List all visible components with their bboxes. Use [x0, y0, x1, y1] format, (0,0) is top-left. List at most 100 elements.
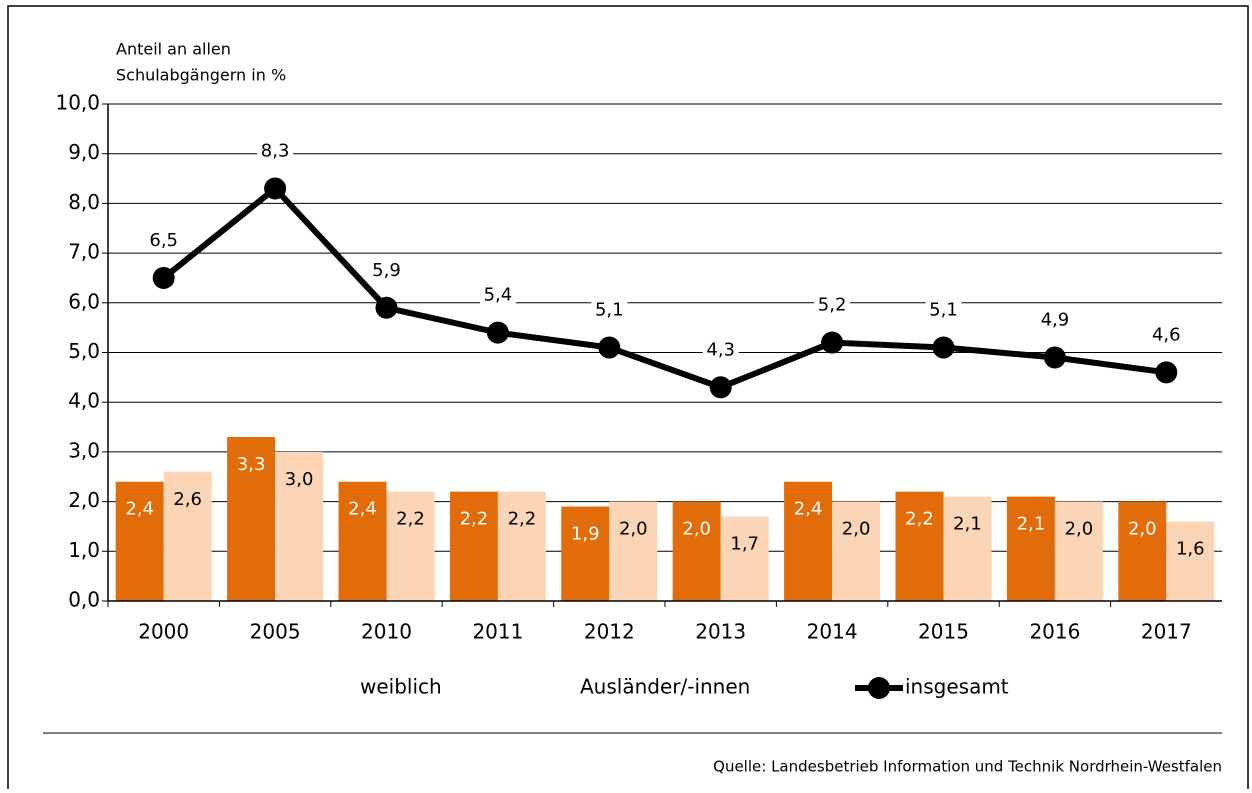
data-label: 2,0 — [1065, 519, 1094, 540]
label-bg — [925, 299, 962, 322]
data-label: 5,2 — [818, 295, 847, 316]
y-axis-label: Anteil an allen — [116, 40, 231, 59]
legend-marker — [868, 677, 890, 699]
data-label: 2,0 — [1128, 519, 1157, 540]
bar — [338, 481, 387, 601]
label-bg — [591, 299, 628, 322]
bar — [386, 491, 435, 601]
data-label: 2,4 — [125, 499, 154, 520]
y-tick-label: 4,0 — [68, 389, 100, 413]
data-label: 2,0 — [682, 519, 711, 540]
bar — [609, 501, 658, 601]
data-label: 2,1 — [953, 514, 982, 535]
data-label: 2,2 — [396, 509, 425, 530]
data-label: 5,9 — [372, 260, 401, 281]
line — [161, 185, 1167, 391]
marker — [598, 336, 621, 359]
data-label: 4,9 — [1041, 309, 1070, 330]
data-label: 2,0 — [619, 519, 648, 540]
y-tick-label: 6,0 — [68, 289, 100, 313]
marker — [264, 177, 287, 200]
y-tick-label: 0,0 — [68, 588, 100, 612]
data-label: 4,3 — [706, 339, 735, 360]
bar — [720, 516, 769, 601]
x-tick-label: 2013 — [695, 620, 746, 644]
label-bg — [814, 294, 851, 317]
data-label: 2,4 — [348, 499, 377, 520]
bar — [1118, 501, 1167, 601]
marker — [1043, 346, 1066, 369]
y-axis-label: Schulabgängern in % — [116, 66, 286, 85]
y-tick-label: 2,0 — [68, 488, 100, 512]
x-tick-label: 2000 — [138, 620, 189, 644]
legend-label: Ausländer/-innen — [580, 675, 750, 699]
y-tick-label: 7,0 — [68, 240, 100, 264]
data-label: 5,4 — [484, 285, 513, 306]
y-tick-label: 8,0 — [68, 190, 100, 214]
x-tick-label: 2012 — [584, 620, 635, 644]
y-tick-label: 5,0 — [68, 339, 100, 363]
label-bg — [257, 140, 294, 163]
label-bg — [1036, 309, 1073, 332]
data-label: 2,6 — [173, 489, 202, 510]
x-tick-label: 2016 — [1029, 620, 1080, 644]
x-tick-label: 2017 — [1141, 620, 1192, 644]
marker — [375, 296, 398, 319]
data-label: 2,2 — [905, 509, 934, 530]
x-tick-label: 2011 — [472, 620, 523, 644]
data-label: 2,1 — [1017, 514, 1046, 535]
bar — [115, 481, 164, 601]
label-bg — [368, 259, 405, 282]
bar — [1054, 501, 1103, 601]
data-label: 2,4 — [794, 499, 823, 520]
bar — [672, 501, 721, 601]
bar — [449, 491, 498, 601]
bar — [1166, 521, 1215, 601]
bar — [784, 481, 833, 601]
marker — [1155, 361, 1178, 384]
data-label: 5,1 — [595, 300, 624, 321]
data-label: 3,3 — [237, 454, 266, 475]
bar — [943, 496, 992, 601]
x-tick-label: 2010 — [361, 620, 412, 644]
marker — [486, 321, 509, 344]
bar — [561, 506, 610, 601]
marker — [932, 336, 955, 359]
label-bg — [145, 229, 182, 252]
bar — [832, 501, 881, 601]
y-tick-label: 1,0 — [68, 538, 100, 562]
data-label: 6,5 — [149, 230, 178, 251]
x-tick-label: 2005 — [250, 620, 301, 644]
marker — [709, 376, 732, 399]
legend-label: insgesamt — [905, 675, 1009, 699]
label-bg — [1148, 324, 1185, 347]
x-tick-label: 2015 — [918, 620, 969, 644]
frame — [7, 5, 1249, 789]
bar — [895, 491, 944, 601]
y-tick-label: 9,0 — [68, 140, 100, 164]
marker — [821, 331, 844, 354]
data-label: 2,0 — [842, 519, 871, 540]
legend-label: weiblich — [360, 675, 442, 699]
source: Quelle: Landesbetrieb Information und Te… — [713, 758, 1222, 776]
bar — [1006, 496, 1055, 601]
data-label: 4,6 — [1152, 324, 1181, 345]
bar — [227, 436, 276, 601]
label-bg — [702, 339, 739, 362]
data-label: 5,1 — [929, 300, 958, 321]
data-label: 3,0 — [285, 469, 314, 490]
data-label: 1,6 — [1176, 538, 1205, 559]
y-tick-label: 10,0 — [55, 91, 100, 115]
data-label: 2,2 — [508, 509, 537, 530]
data-label: 8,3 — [261, 140, 290, 161]
y-tick-label: 3,0 — [68, 438, 100, 462]
data-label: 1,9 — [571, 524, 600, 545]
bar — [275, 451, 324, 601]
bar — [497, 491, 546, 601]
data-label: 2,2 — [460, 509, 489, 530]
bar — [163, 471, 212, 601]
x-tick-label: 2014 — [807, 620, 858, 644]
label-bg — [479, 284, 516, 307]
data-label: 1,7 — [730, 534, 759, 555]
